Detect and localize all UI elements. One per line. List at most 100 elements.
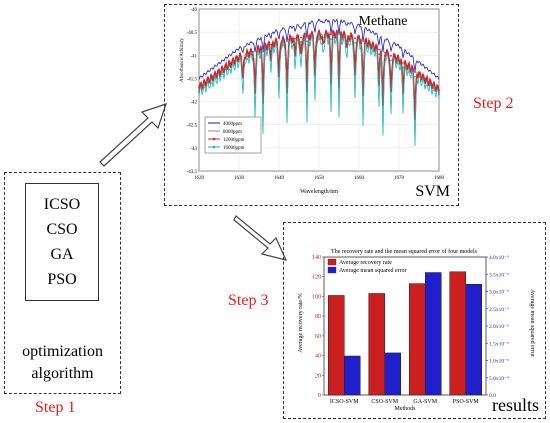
spectrum-series-marker: [252, 55, 254, 58]
legend-16000ppm: 16000ppm: [223, 146, 245, 151]
bar-ytick-label-left: 40: [315, 354, 321, 360]
spectrum-ytick-label: -40: [190, 8, 197, 13]
spectrum-series-marker: [396, 57, 398, 60]
bar-recovery-rate: [449, 271, 466, 396]
methane-spectrum-chart: -40 -40.5 -41 -41.5 -42 -42.5 -43 -43.5 1620 163…: [180, 8, 445, 195]
spectrum-series-marker: [390, 59, 392, 62]
results-caption: results: [492, 395, 539, 415]
spectrum-xtick-label: 1670: [394, 176, 405, 181]
spectrum-series-marker: [384, 56, 386, 59]
bar-ytick-label-left: 120: [312, 275, 321, 281]
spectrum-series-marker: [276, 45, 278, 48]
spectrum-series-marker: [300, 36, 302, 39]
algorithm-ga: GA: [50, 246, 74, 263]
spectrum-series-marker: [288, 43, 290, 46]
spectrum-series-marker: [366, 46, 368, 49]
spectrum-series-marker: [282, 44, 284, 47]
spectrum-series-marker: [354, 37, 356, 40]
bar-ytick-label-right: 2.5x10⁻³: [489, 307, 509, 313]
legend-mean-squared-error: Average mean squared error: [339, 268, 407, 274]
spectrum-series-marker: [330, 33, 332, 36]
bar-ytick-label-left: 0: [318, 393, 321, 399]
spectrum-series-marker: [246, 58, 248, 60]
step1-label: Step 1: [35, 399, 76, 416]
spectrum-series-marker: [432, 89, 434, 92]
spectrum-series-marker: [336, 38, 338, 40]
bar-ytick-label-right: 1.5x10⁻³: [489, 341, 509, 347]
spectrum-series-marker: [264, 50, 266, 53]
spectrum-series-line: [198, 18, 440, 80]
spectrum-series-marker: [348, 35, 350, 38]
spectrum-ytick-label: -41.5: [187, 77, 198, 82]
spectrum-ytick-label: -41: [190, 54, 197, 59]
spectrum-series-marker: [216, 77, 218, 80]
spectrum-series-marker: [432, 84, 434, 87]
bar-mean-squared-error: [465, 284, 482, 396]
step2-box: -40 -40.5 -41 -41.5 -42 -42.5 -43 -43.5 1620 163…: [164, 4, 459, 206]
bar-recovery-rate: [328, 295, 345, 396]
bar-mean-squared-error: [425, 272, 442, 396]
spectrum-xtick-label: 1660: [354, 176, 365, 181]
legend-8000ppm: 8000ppm: [223, 130, 242, 135]
bar-mean-squared-error: [344, 355, 361, 396]
spectrum-series-marker: [252, 51, 254, 53]
spectrum-legend: 4000ppm 8000ppm 12000ppm 16000ppm: [204, 116, 262, 154]
svm-caption: SVM: [415, 183, 450, 200]
spectrum-ytick-label: -43.5: [187, 170, 198, 175]
bar-ylabel-left: Average recovery rate/%: [298, 293, 304, 353]
spectrum-series-marker: [258, 53, 260, 56]
bar-chart-title: The recovery rate and the mean squared e…: [331, 248, 478, 255]
algorithm-list-box: ICSO CSO GA PSO: [25, 183, 99, 301]
spectrum-series-marker: [324, 38, 326, 40]
spectrum-series-marker: [354, 41, 356, 44]
arrow-step2-to-step3-icon: [233, 215, 288, 261]
spectrum-series-marker: [402, 62, 404, 64]
spectrum-series-line: [198, 33, 440, 147]
spectrum-series-marker: [342, 39, 344, 41]
spectrum-series-marker: [294, 37, 296, 40]
bar-ytick-label-right: 3.0x10⁻³: [489, 290, 509, 296]
spectrum-series-marker: [228, 68, 230, 71]
spectrum-series-marker: [348, 40, 350, 43]
legend-12000ppm: 12000ppm: [223, 138, 245, 143]
spectrum-series-marker: [384, 51, 386, 54]
bar-recovery-rate: [368, 293, 385, 396]
spectrum-series-marker: [312, 34, 314, 37]
spectrum-series-marker: [390, 54, 392, 57]
bar-ytick-label-right: 1.0x10⁻³: [489, 359, 509, 365]
legend-recovery-rate: Average recovery rate: [339, 260, 392, 266]
spectrum-series-marker: [270, 43, 272, 46]
spectrum-series-marker: [270, 48, 272, 51]
bar-ytick-label-right: 5.0x10⁻⁴: [489, 376, 509, 382]
spectrum-series-marker: [198, 86, 200, 89]
spectrum-series-marker: [396, 62, 398, 65]
spectrum-series-marker: [372, 50, 374, 52]
spectrum-xlabel: Wavelength/nm: [300, 189, 338, 195]
spectrum-series-marker: [408, 71, 410, 73]
spectrum-series-marker: [318, 38, 320, 40]
step1-box: ICSO CSO GA PSO optimization algorithm: [4, 172, 121, 394]
spectrum-series-marker: [198, 91, 200, 94]
spectrum-series-marker: [414, 71, 416, 73]
spectrum-series-marker: [420, 80, 422, 82]
bar-ytick-label-left: 60: [315, 334, 321, 340]
bar-ytick-label-left: 20: [315, 373, 321, 379]
spectrum-series-marker: [234, 64, 236, 67]
bar-legend: Average recovery rate Average mean squar…: [327, 258, 407, 274]
bar-ylabel-right: Average mean squared error: [529, 289, 535, 357]
spectrum-ytick-label: -42: [190, 101, 197, 106]
bar-xtick-label: CSO-SVM: [371, 399, 398, 405]
bar-ytick-label-right: 0.0: [489, 393, 496, 399]
bar-ytick-label-right: 3.5x10⁻³: [489, 272, 509, 278]
spectrum-series-marker: [402, 66, 404, 69]
spectrum-ytick-label: -43: [190, 147, 197, 152]
spectrum-series-marker: [234, 59, 236, 62]
algorithm-pso: PSO: [47, 271, 77, 288]
spectrum-series-marker: [414, 75, 416, 78]
bar-ytick-label-right: 2.0x10⁻³: [489, 324, 509, 330]
bar-recovery-rate: [409, 283, 426, 396]
spectrum-series-marker: [306, 40, 308, 43]
algorithm-icso: ICSO: [43, 196, 81, 213]
spectrum-series-marker: [222, 68, 224, 71]
spectrum-series-marker: [306, 35, 308, 38]
